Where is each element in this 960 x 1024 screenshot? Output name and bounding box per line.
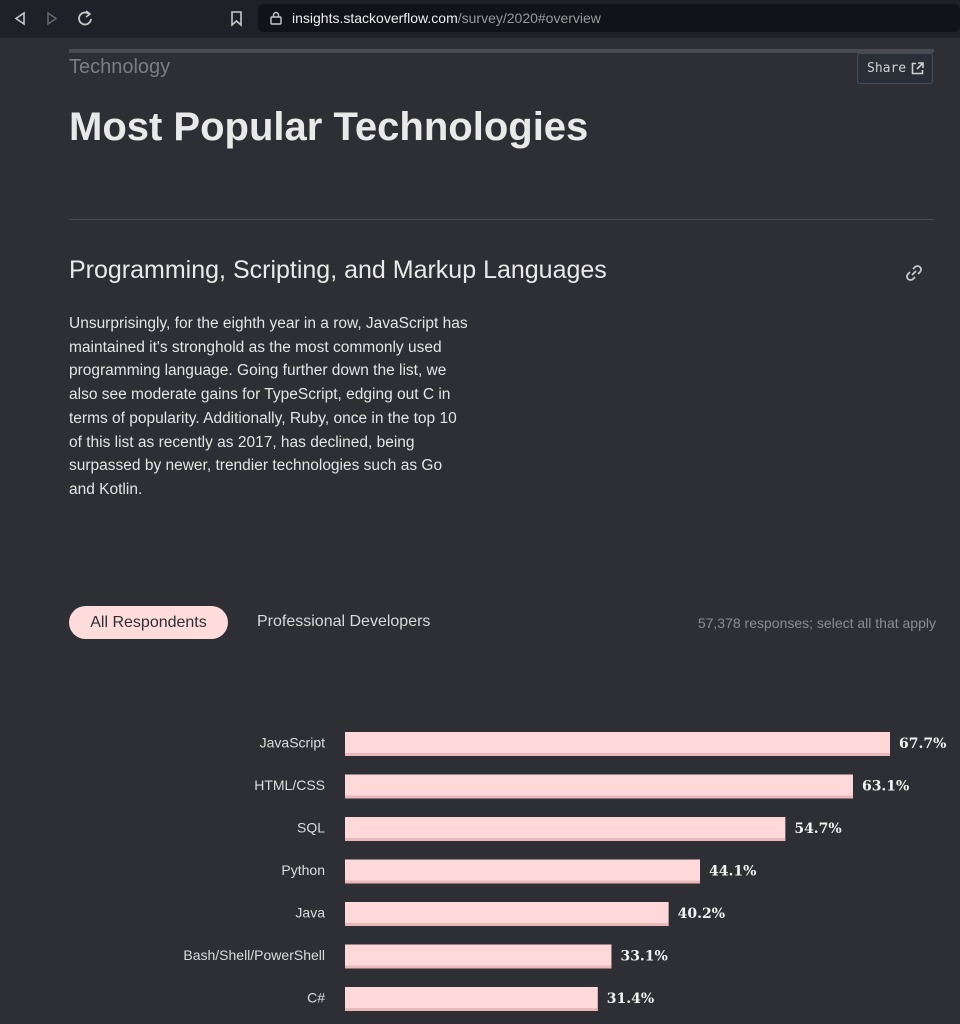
- bookmark-button[interactable]: [231, 11, 242, 27]
- response-note: 57,378 responses; select all that apply: [697, 615, 936, 631]
- nav-icons: [14, 10, 242, 27]
- bar-shadow: [345, 838, 786, 841]
- bar-shadow: [345, 923, 669, 926]
- url-host: insights.stackoverflow.com: [292, 10, 458, 26]
- address-bar[interactable]: insights.stackoverflow.com/survey/2020#o…: [258, 4, 960, 32]
- description: Unsurprisingly, for the eighth year in a…: [69, 315, 468, 498]
- value-label: 63.1%: [862, 779, 909, 795]
- value-label: 67.7%: [899, 736, 946, 752]
- category-label: Bash/Shell/PowerShell: [183, 947, 325, 963]
- bar: [345, 774, 853, 799]
- reload-button[interactable]: [78, 11, 92, 26]
- section-label: Technology: [69, 56, 171, 78]
- url: insights.stackoverflow.com/survey/2020#o…: [292, 10, 601, 26]
- back-button[interactable]: [14, 11, 25, 26]
- bar: [345, 944, 612, 969]
- page-title: Most Popular Technologies: [69, 105, 589, 149]
- value-label: 31.4%: [607, 991, 654, 1007]
- share-icon: [911, 62, 924, 75]
- category-label: SQL: [297, 820, 325, 836]
- section-title: Programming, Scripting, and Markup Langu…: [69, 256, 607, 284]
- bar-shadow: [345, 795, 853, 799]
- forward-button[interactable]: [47, 11, 58, 26]
- share-button[interactable]: Share: [857, 53, 933, 84]
- bar: [345, 859, 701, 884]
- bar-shadow: [345, 1008, 598, 1011]
- tab-active[interactable]: All Respondents: [69, 606, 228, 639]
- bar: [345, 987, 598, 1011]
- tab[interactable]: Professional Developers: [257, 613, 431, 630]
- bar: [345, 902, 669, 926]
- reload-arrow: [85, 10, 92, 18]
- section-bar: [69, 49, 934, 53]
- bar-shadow: [345, 880, 701, 884]
- anchor-link[interactable]: [905, 264, 923, 282]
- lock-icon: [270, 11, 282, 25]
- bar-shadow: [345, 965, 612, 969]
- value-label: 33.1%: [620, 949, 667, 965]
- browser-toolbar: insights.stackoverflow.com/survey/2020#o…: [0, 0, 960, 38]
- bar-shadow: [345, 753, 890, 756]
- category-label: HTML/CSS: [254, 777, 325, 793]
- bar: [345, 817, 786, 841]
- value-label: 54.7%: [794, 821, 841, 837]
- value-label: 40.2%: [678, 906, 725, 922]
- category-label: Java: [295, 905, 325, 921]
- bar: [345, 732, 890, 756]
- category-label: JavaScript: [260, 735, 325, 751]
- share-label: Share: [867, 61, 907, 76]
- divider: [69, 219, 934, 220]
- category-label: C#: [307, 990, 325, 1006]
- category-label: Python: [281, 862, 325, 878]
- bar-chart: JavaScript 67.7% HTML/CSS 63.1% SQL 54.7% Pyth…: [183, 732, 946, 1011]
- value-label: 44.1%: [709, 864, 756, 880]
- url-path: /survey/2020#overview: [457, 10, 601, 26]
